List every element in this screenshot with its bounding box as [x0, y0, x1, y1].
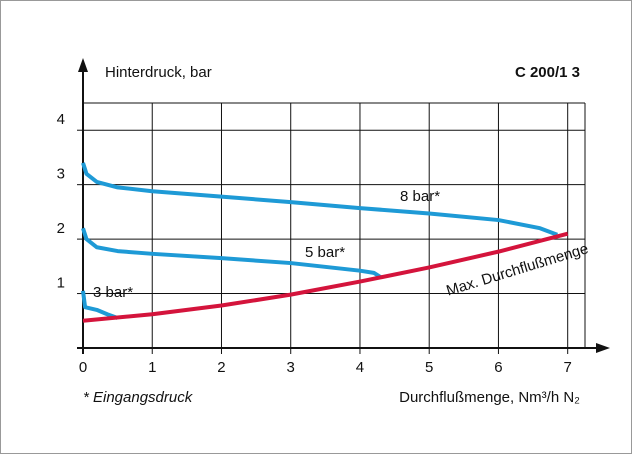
x-tick-label: 2 — [217, 359, 225, 376]
x-tick-label: 0 — [79, 359, 87, 376]
y-axis-arrow — [78, 58, 88, 72]
line-series — [81, 162, 559, 237]
y-tick-label: 4 — [57, 111, 65, 128]
x-tick-label: 5 — [425, 359, 433, 376]
x-tick-label: 4 — [356, 359, 364, 376]
x-axis-label: Durchflußmenge, Nm³/h N₂ — [399, 389, 580, 406]
series-label: 3 bar* — [93, 284, 133, 301]
series-label: 5 bar* — [305, 244, 345, 261]
footnote: * Eingangsdruck — [83, 389, 194, 406]
chart-title: C 200/1 3 — [515, 64, 580, 81]
y-axis-label: Hinterdruck, bar — [105, 64, 212, 81]
line-series — [81, 227, 382, 279]
x-tick-label: 7 — [564, 359, 572, 376]
y-tick-label: 3 — [57, 166, 65, 183]
y-tick-label: 2 — [57, 220, 65, 237]
x-tick-label: 6 — [494, 359, 502, 376]
x-tick-label: 3 — [287, 359, 295, 376]
x-axis-arrow — [596, 343, 610, 353]
series-label: 8 bar* — [400, 188, 440, 205]
y-tick-label: 1 — [57, 275, 65, 292]
line-series — [82, 231, 569, 323]
x-tick-label: 1 — [148, 359, 156, 376]
line-series — [81, 290, 119, 320]
